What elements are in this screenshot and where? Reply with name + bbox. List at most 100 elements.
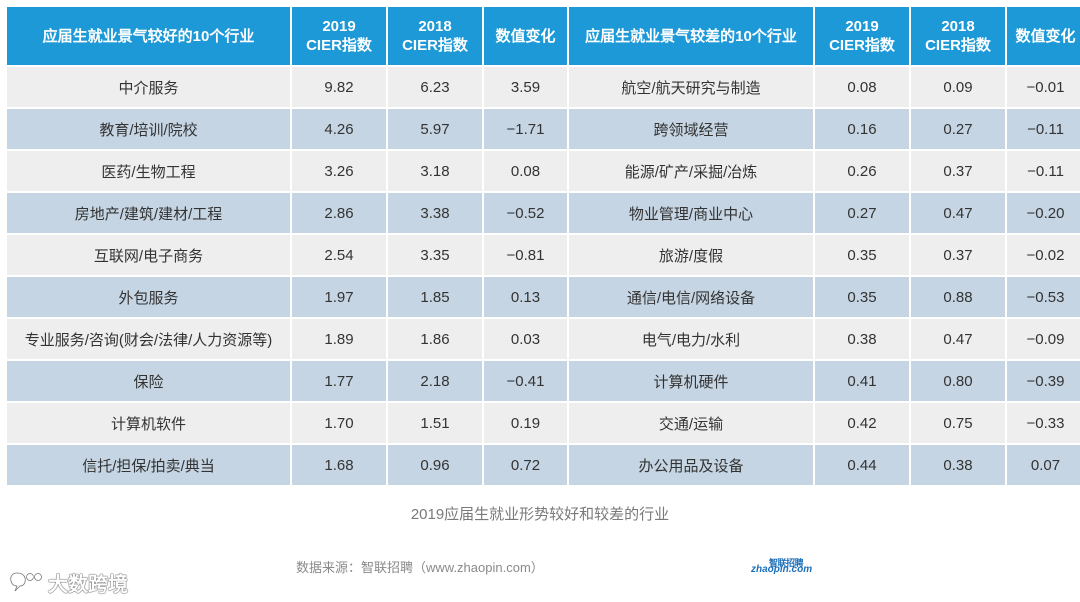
bad-industry-name: 航空/航天研究与制造 xyxy=(569,67,813,107)
good-industry-name: 房地产/建筑/建材/工程 xyxy=(7,193,290,233)
bad-2019-value: 0.27 xyxy=(815,193,909,233)
good-2019-value: 3.26 xyxy=(292,151,386,191)
good-2019-value: 1.97 xyxy=(292,277,386,317)
table-row: 外包服务 1.97 1.85 0.13 通信/电信/网络设备 0.35 0.88… xyxy=(7,277,1080,317)
bad-industry-name: 通信/电信/网络设备 xyxy=(569,277,813,317)
table-row: 计算机软件 1.70 1.51 0.19 交通/运输 0.42 0.75 −0.… xyxy=(7,403,1080,443)
good-change-value: 0.13 xyxy=(484,277,567,317)
table-row: 保险 1.77 2.18 −0.41 计算机硬件 0.41 0.80 −0.39 xyxy=(7,361,1080,401)
good-2018-value: 1.51 xyxy=(388,403,482,443)
bad-2019-value: 0.26 xyxy=(815,151,909,191)
bad-change-value: −0.11 xyxy=(1007,151,1080,191)
bad-2019-value: 0.42 xyxy=(815,403,909,443)
bad-industry-name: 办公用品及设备 xyxy=(569,445,813,485)
header-good-2018-label: CIER指数 xyxy=(402,37,468,54)
table-row: 专业服务/咨询(财会/法律/人力资源等) 1.89 1.86 0.03 电气/电… xyxy=(7,319,1080,359)
good-2019-value: 1.89 xyxy=(292,319,386,359)
good-industry-name: 保险 xyxy=(7,361,290,401)
logo-domain-text: zhaopin.com xyxy=(751,564,813,575)
bad-2018-value: 0.38 xyxy=(911,445,1005,485)
header-good-2019-label: CIER指数 xyxy=(306,37,372,54)
good-2018-value: 1.86 xyxy=(388,319,482,359)
bad-change-value: −0.09 xyxy=(1007,319,1080,359)
bad-2019-value: 0.08 xyxy=(815,67,909,107)
header-bad-2018-label: CIER指数 xyxy=(925,37,991,54)
bad-2018-value: 0.47 xyxy=(911,319,1005,359)
header-bad-2018-year: 2018 xyxy=(941,18,975,35)
bad-industry-name: 电气/电力/水利 xyxy=(569,319,813,359)
good-change-value: −0.41 xyxy=(484,361,567,401)
header-bad-2018: 2018 CIER指数 xyxy=(911,7,1005,65)
good-2018-value: 0.96 xyxy=(388,445,482,485)
good-industry-name: 信托/担保/拍卖/典当 xyxy=(7,445,290,485)
bad-change-value: 0.07 xyxy=(1007,445,1080,485)
good-2018-value: 6.23 xyxy=(388,67,482,107)
bad-2018-value: 0.09 xyxy=(911,67,1005,107)
watermark-bubble-icon xyxy=(9,571,43,592)
bad-2018-value: 0.47 xyxy=(911,193,1005,233)
header-good-industry: 应届生就业景气较好的10个行业 xyxy=(7,7,290,65)
bad-change-value: −0.39 xyxy=(1007,361,1080,401)
good-2019-value: 9.82 xyxy=(292,67,386,107)
good-change-value: −1.71 xyxy=(484,109,567,149)
table-caption: 2019应届生就业形势较好和较差的行业 xyxy=(410,506,670,523)
table-row: 信托/担保/拍卖/典当 1.68 0.96 0.72 办公用品及设备 0.44 … xyxy=(7,445,1080,485)
table-row: 中介服务 9.82 6.23 3.59 航空/航天研究与制造 0.08 0.09… xyxy=(7,67,1080,107)
bad-2019-value: 0.35 xyxy=(815,277,909,317)
good-industry-name: 教育/培训/院校 xyxy=(7,109,290,149)
good-change-value: 3.59 xyxy=(484,67,567,107)
watermark-text: 大数跨境 xyxy=(48,573,128,596)
good-change-value: −0.52 xyxy=(484,193,567,233)
bad-2019-value: 0.16 xyxy=(815,109,909,149)
table-row: 医药/生物工程 3.26 3.18 0.08 能源/矿产/采掘/冶炼 0.26 … xyxy=(7,151,1080,191)
bad-change-value: −0.01 xyxy=(1007,67,1080,107)
header-bad-2019-label: CIER指数 xyxy=(829,37,895,54)
header-good-2019-year: 2019 xyxy=(322,18,356,35)
bad-2018-value: 0.88 xyxy=(911,277,1005,317)
good-2019-value: 1.68 xyxy=(292,445,386,485)
bad-industry-name: 物业管理/商业中心 xyxy=(569,193,813,233)
header-good-2018: 2018 CIER指数 xyxy=(388,7,482,65)
good-2019-value: 1.77 xyxy=(292,361,386,401)
bad-2018-value: 0.75 xyxy=(911,403,1005,443)
good-industry-name: 医药/生物工程 xyxy=(7,151,290,191)
good-industry-name: 中介服务 xyxy=(7,67,290,107)
good-industry-name: 计算机软件 xyxy=(7,403,290,443)
header-bad-2019-year: 2019 xyxy=(845,18,879,35)
header-good-2019: 2019 CIER指数 xyxy=(292,7,386,65)
good-change-value: −0.81 xyxy=(484,235,567,275)
good-2018-value: 3.35 xyxy=(388,235,482,275)
table-header-row: 应届生就业景气较好的10个行业 2019 CIER指数 2018 CIER指数 数值… xyxy=(7,7,1080,65)
table-row: 房地产/建筑/建材/工程 2.86 3.38 −0.52 物业管理/商业中心 0… xyxy=(7,193,1080,233)
zhaopin-logo: 智联招聘 zhaopin.com xyxy=(751,556,815,576)
bad-industry-name: 跨领域经营 xyxy=(569,109,813,149)
header-bad-change: 数值变化 xyxy=(1007,7,1080,65)
bad-2019-value: 0.41 xyxy=(815,361,909,401)
bad-industry-name: 交通/运输 xyxy=(569,403,813,443)
bad-2019-value: 0.35 xyxy=(815,235,909,275)
good-2018-value: 2.18 xyxy=(388,361,482,401)
data-source: 数据来源：智联招聘（www.zhaopin.com） xyxy=(296,560,544,575)
bad-change-value: −0.33 xyxy=(1007,403,1080,443)
header-good-2018-year: 2018 xyxy=(418,18,452,35)
table-row: 互联网/电子商务 2.54 3.35 −0.81 旅游/度假 0.35 0.37… xyxy=(7,235,1080,275)
bad-2019-value: 0.44 xyxy=(815,445,909,485)
bad-industry-name: 能源/矿产/采掘/冶炼 xyxy=(569,151,813,191)
bad-industry-name: 旅游/度假 xyxy=(569,235,813,275)
bad-2018-value: 0.27 xyxy=(911,109,1005,149)
good-change-value: 0.03 xyxy=(484,319,567,359)
good-2019-value: 2.86 xyxy=(292,193,386,233)
bad-2018-value: 0.80 xyxy=(911,361,1005,401)
cier-table: 应届生就业景气较好的10个行业 2019 CIER指数 2018 CIER指数 数值… xyxy=(5,5,1080,487)
header-bad-2019: 2019 CIER指数 xyxy=(815,7,909,65)
good-industry-name: 互联网/电子商务 xyxy=(7,235,290,275)
table-body: 中介服务 9.82 6.23 3.59 航空/航天研究与制造 0.08 0.09… xyxy=(7,67,1080,485)
good-change-value: 0.08 xyxy=(484,151,567,191)
watermark: 大数跨境 xyxy=(8,568,128,596)
bad-change-value: −0.11 xyxy=(1007,109,1080,149)
good-change-value: 0.72 xyxy=(484,445,567,485)
table-row: 教育/培训/院校 4.26 5.97 −1.71 跨领域经营 0.16 0.27… xyxy=(7,109,1080,149)
bad-2018-value: 0.37 xyxy=(911,151,1005,191)
good-industry-name: 外包服务 xyxy=(7,277,290,317)
good-change-value: 0.19 xyxy=(484,403,567,443)
